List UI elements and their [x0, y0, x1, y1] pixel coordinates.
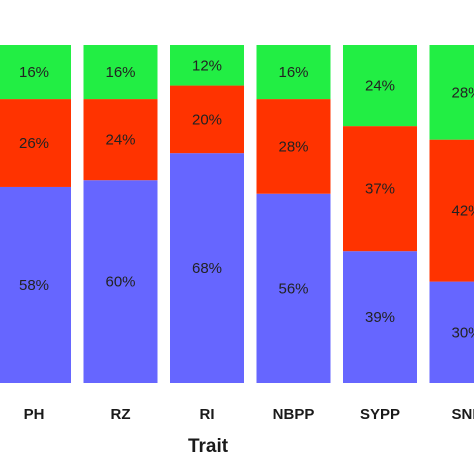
- bar-segment-red-nbpp: [256, 99, 331, 194]
- bar-segment-red-rz: [83, 99, 158, 181]
- x-tick-label-nbpp: NBPP: [273, 406, 315, 423]
- data-label-green-nbpp: 16%: [278, 64, 308, 81]
- bar-segment-green-nbpp: [256, 45, 331, 100]
- data-label-blue-nbpp: 56%: [278, 280, 308, 297]
- bar-segment-red-snf: [429, 139, 474, 282]
- data-label-red-ri: 20%: [192, 111, 222, 128]
- data-label-blue-ri: 68%: [192, 260, 222, 277]
- data-label-green-ph: 16%: [19, 64, 49, 81]
- segment-labels-group: 58% 26% 16% 60% 24% 16% 68% 20% 12% 56% 28% 16% 39% 3…: [19, 57, 474, 341]
- x-tick-label-ph: PH: [24, 406, 45, 423]
- bar-segment-blue-sypp: [343, 251, 417, 383]
- x-tick-label-sypp: SYPP: [360, 406, 400, 423]
- bar-segment-blue-snf: [429, 281, 474, 383]
- bar-segment-blue-ri: [170, 153, 244, 383]
- data-label-red-ph: 26%: [19, 135, 49, 152]
- data-label-blue-snf: 30%: [451, 324, 474, 341]
- x-tick-label-snf: SNF: [452, 406, 474, 423]
- x-tick-label-rz: RZ: [111, 406, 131, 423]
- bar-segment-green-snf: [429, 45, 474, 140]
- data-label-blue-sypp: 39%: [365, 309, 395, 326]
- bar-segment-green-rz: [83, 45, 158, 100]
- x-tick-label-ri: RI: [200, 406, 215, 423]
- data-label-green-sypp: 24%: [365, 78, 395, 95]
- bar-segment-red-ph: [0, 99, 71, 187]
- bar-segment-blue-ph: [0, 186, 71, 383]
- bar-segment-blue-rz: [83, 180, 158, 383]
- data-label-red-snf: 42%: [451, 203, 474, 220]
- bar-segment-green-sypp: [343, 45, 417, 127]
- data-label-green-rz: 16%: [105, 64, 135, 81]
- bar-segment-red-ri: [170, 85, 244, 154]
- data-label-red-rz: 24%: [105, 132, 135, 149]
- bars-group: [0, 45, 474, 383]
- bar-segment-red-sypp: [343, 126, 417, 252]
- data-label-red-nbpp: 28%: [278, 138, 308, 155]
- bar-segment-green-ph: [0, 45, 71, 100]
- data-label-blue-ph: 58%: [19, 277, 49, 294]
- bar-segment-green-ri: [170, 45, 244, 86]
- bar-segment-blue-nbpp: [256, 193, 331, 383]
- data-label-blue-rz: 60%: [105, 274, 135, 291]
- data-label-red-sypp: 37%: [365, 181, 395, 198]
- x-tick-labels-group: PH RZ RI NBPP SYPP SNF: [24, 406, 474, 423]
- data-label-green-ri: 12%: [192, 57, 222, 74]
- data-label-green-snf: 28%: [451, 84, 474, 101]
- x-axis-title: Trait: [188, 436, 229, 457]
